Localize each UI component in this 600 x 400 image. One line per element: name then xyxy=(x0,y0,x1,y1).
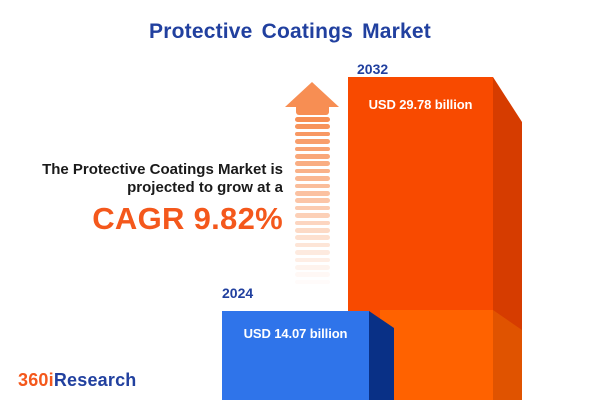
arrow-stripes xyxy=(295,117,330,289)
logo-suffix: Research xyxy=(53,370,137,390)
cagr-text: CAGR 9.82% xyxy=(92,201,283,236)
annotation-line1: The Protective Coatings Market is xyxy=(42,161,283,178)
bar-2024 xyxy=(222,311,369,400)
bar-2032-year-label: 2032 xyxy=(357,61,389,77)
bar-2024-year-label: 2024 xyxy=(222,285,254,301)
page-title: Protective Coatings Market xyxy=(149,20,431,43)
annotation-block: The Protective Coatings Market is projec… xyxy=(13,161,283,236)
bar-2032-front-overlay xyxy=(380,310,493,400)
bar-2024-side xyxy=(369,311,394,400)
bar-2032-value-label: USD 29.78 billion xyxy=(368,97,473,112)
logo-prefix: 360i xyxy=(18,370,54,390)
annotation-line2: projected to grow at a xyxy=(127,179,283,196)
brand-logo: 360iResearch xyxy=(18,370,137,391)
bar-2024-value-label: USD 14.07 billion xyxy=(243,326,348,341)
arrow-stub xyxy=(296,104,329,115)
